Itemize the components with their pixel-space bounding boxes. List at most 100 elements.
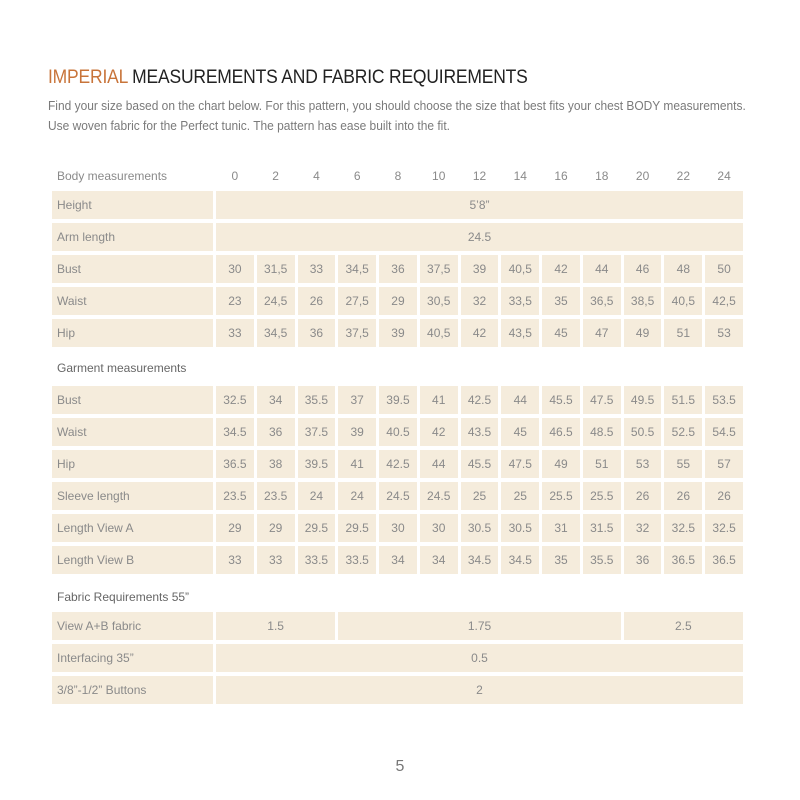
title-rest: MEASUREMENTS AND FABRIC REQUIREMENTS <box>127 67 528 88</box>
table-cell: 45 <box>542 319 580 347</box>
size-header: 14 <box>513 169 527 183</box>
table-cell: 37.5 <box>297 418 336 446</box>
table-cell: 40,5 <box>664 287 703 315</box>
table-cell-merged: 2 <box>216 676 743 704</box>
table-cell: 26 <box>297 287 336 315</box>
page-title: IMPERIAL MEASUREMENTS AND FABRIC REQUIRE… <box>48 67 528 89</box>
table-cell: 24 <box>338 482 377 510</box>
table-cell: 26 <box>623 482 662 510</box>
table-cell: 46 <box>623 255 662 283</box>
table-header-label: Body measurements <box>57 169 168 183</box>
table-cell: 29 <box>216 514 254 542</box>
table-cell: 38 <box>256 450 295 478</box>
table-cell: 57 <box>705 450 743 478</box>
table-cell: 53 <box>623 450 662 478</box>
table-cell: 53.5 <box>705 386 743 414</box>
table-cell: 34.5 <box>460 546 499 574</box>
table-cell: 23.5 <box>216 482 254 510</box>
table-cell: 36 <box>256 418 295 446</box>
table-cell-merged: 5’8” <box>216 191 743 219</box>
table-cell-merged: 1.5 <box>216 612 336 640</box>
table-cell: 39 <box>379 319 417 347</box>
table-cell: 44 <box>501 386 540 414</box>
table-cell: 49.5 <box>623 386 662 414</box>
table-cell: 30.5 <box>501 514 540 542</box>
table-cell: 35 <box>542 287 580 315</box>
table-cell: 34,5 <box>256 319 295 347</box>
size-header: 4 <box>313 169 320 183</box>
table-cell: 36.5 <box>216 450 254 478</box>
table-cell: 37 <box>338 386 377 414</box>
size-header: 16 <box>554 169 568 183</box>
row-label: Length View B <box>52 546 213 574</box>
table-cell: 31 <box>542 514 580 542</box>
table-cell: 39.5 <box>297 450 336 478</box>
table-cell: 43,5 <box>501 319 540 347</box>
table-cell: 42.5 <box>460 386 499 414</box>
table-cell: 47 <box>582 319 621 347</box>
table-cell: 40.5 <box>379 418 417 446</box>
row-label: 3/8”-1/2” Buttons <box>52 676 213 704</box>
table-cell: 48 <box>664 255 703 283</box>
table-cell-merged: 2.5 <box>623 612 743 640</box>
table-cell: 25 <box>460 482 499 510</box>
table-cell: 36,5 <box>582 287 621 315</box>
table-cell: 29.5 <box>297 514 336 542</box>
table-cell: 42 <box>460 319 499 347</box>
table-cell: 34.5 <box>501 546 540 574</box>
table-cell: 48.5 <box>582 418 621 446</box>
table-cell: 23 <box>216 287 254 315</box>
table-cell: 33 <box>297 255 336 283</box>
table-cell: 35.5 <box>297 386 336 414</box>
table-cell: 27,5 <box>338 287 377 315</box>
table-cell: 38,5 <box>623 287 662 315</box>
table-cell: 33 <box>216 319 254 347</box>
table-cell: 40,5 <box>419 319 458 347</box>
row-label: Waist <box>52 418 213 446</box>
intro-text: Find your size based on the chart below.… <box>48 96 746 136</box>
table-cell: 49 <box>623 319 662 347</box>
page-number: 5 <box>395 758 405 775</box>
table-cell: 35.5 <box>582 546 621 574</box>
table-cell: 25.5 <box>582 482 621 510</box>
size-header: 22 <box>676 169 691 183</box>
size-header: 10 <box>432 169 446 183</box>
table-cell: 32.5 <box>705 514 743 542</box>
table-cell: 30.5 <box>460 514 499 542</box>
table-cell: 47.5 <box>501 450 540 478</box>
table-cell: 41 <box>419 386 458 414</box>
table-cell: 34 <box>256 386 295 414</box>
table-cell: 24.5 <box>419 482 458 510</box>
title-accent: IMPERIAL <box>48 67 128 88</box>
table-cell: 24 <box>297 482 336 510</box>
row-label: Interfacing 35” <box>52 644 213 672</box>
table-cell: 50 <box>705 255 743 283</box>
table-cell: 32 <box>623 514 662 542</box>
table-cell: 54.5 <box>705 418 743 446</box>
size-header: 20 <box>635 169 650 183</box>
table-cell: 37,5 <box>419 255 458 283</box>
table-cell: 47.5 <box>582 386 621 414</box>
table-cell: 52.5 <box>664 418 703 446</box>
table-cell: 29 <box>379 287 417 315</box>
table-cell-merged: 0.5 <box>216 644 743 672</box>
table-cell: 34 <box>419 546 458 574</box>
table-cell: 36 <box>297 319 336 347</box>
table-cell: 26 <box>664 482 703 510</box>
table-cell: 32.5 <box>216 386 254 414</box>
table-cell: 42,5 <box>705 287 743 315</box>
row-label: View A+B fabric <box>52 612 213 640</box>
table-cell: 30 <box>216 255 254 283</box>
table-cell: 39.5 <box>379 386 417 414</box>
table-cell: 33 <box>256 546 295 574</box>
row-label: Arm length <box>52 223 213 251</box>
table-cell-merged: 24.5 <box>216 223 743 251</box>
table-cell: 45 <box>501 418 540 446</box>
table-cell: 51.5 <box>664 386 703 414</box>
fabric-section-label: Fabric Requirements 55” <box>57 590 190 604</box>
row-label: Bust <box>52 255 213 283</box>
table-cell: 29 <box>256 514 295 542</box>
table-cell: 51 <box>582 450 621 478</box>
table-cell: 33,5 <box>501 287 540 315</box>
table-cell: 42.5 <box>379 450 417 478</box>
